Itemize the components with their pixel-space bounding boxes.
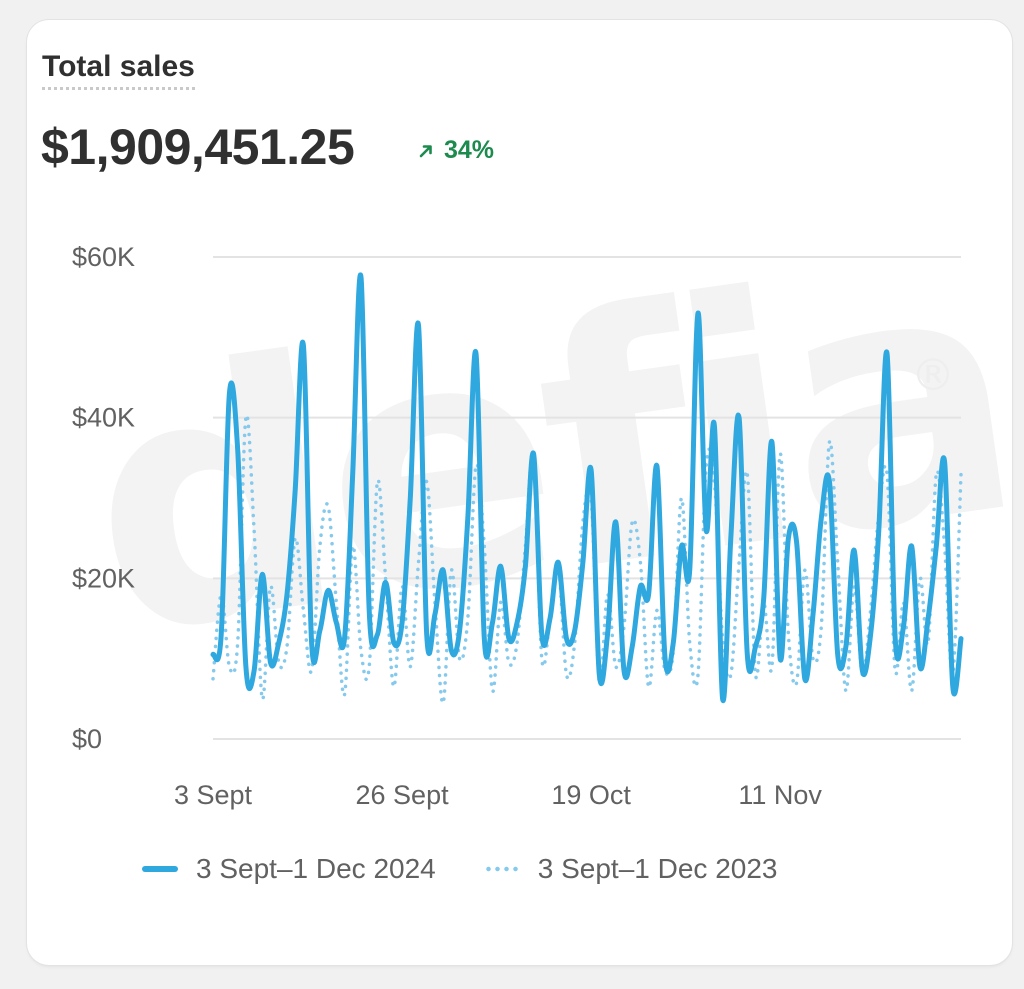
legend-item-current[interactable]: 3 Sept–1 Dec 2024 [142, 853, 436, 885]
change-percent: 34% [444, 136, 495, 164]
x-tick-label: 3 Sept [174, 780, 253, 810]
card-title[interactable]: Total sales [42, 50, 195, 90]
total-sales-card: defiant ® [27, 20, 1012, 965]
legend-label-current: 3 Sept–1 Dec 2024 [196, 853, 436, 884]
y-tick-label: $60K [72, 242, 135, 272]
legend-solid-line-icon [142, 866, 178, 872]
y-tick-label: $0 [72, 724, 102, 754]
x-tick-label: 19 Oct [551, 780, 631, 810]
x-tick-label: 26 Sept [356, 780, 450, 810]
x-tick-label: 11 Nov [738, 780, 822, 810]
legend-dotted-line-icon [483, 866, 520, 872]
legend-item-previous[interactable]: 3 Sept–1 Dec 2023 [483, 853, 778, 885]
total-sales-value: $1,909,451.25 [41, 119, 355, 175]
legend-label-previous: 3 Sept–1 Dec 2023 [537, 853, 778, 884]
series-line-2024 [210, 272, 964, 704]
change-badge: 34% [418, 136, 494, 165]
y-tick-label: $20K [72, 563, 135, 593]
chart-legend: 3 Sept–1 Dec 2024 3 Sept–1 Dec 2023 [142, 853, 826, 885]
registered-mark-icon: ® [911, 350, 955, 401]
y-tick-label: $40K [72, 403, 135, 433]
arrow-up-right-icon [419, 144, 432, 157]
series-line-2023 [211, 413, 963, 705]
